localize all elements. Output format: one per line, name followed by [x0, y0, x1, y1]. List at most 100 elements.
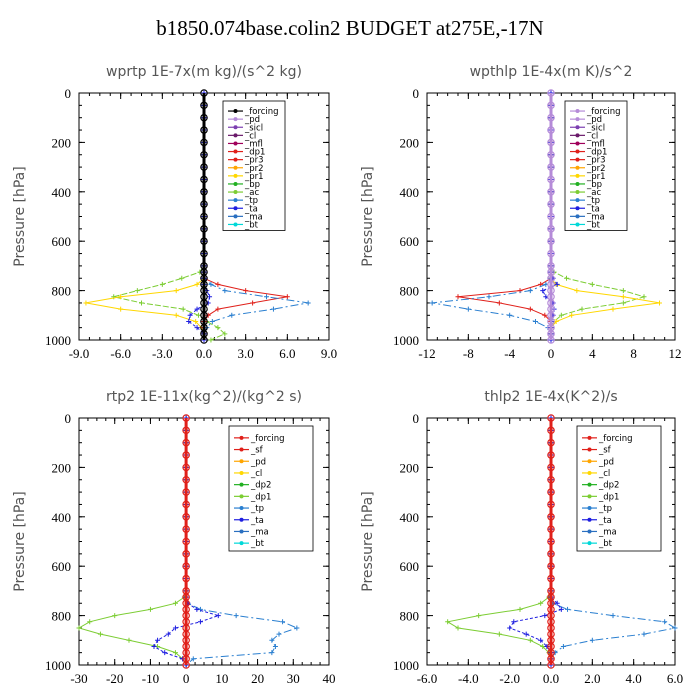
legend-marker — [239, 529, 244, 534]
data-point — [209, 318, 215, 324]
x-tick-label: 0.0 — [543, 671, 559, 686]
legend-label: _dp1 — [598, 492, 619, 502]
x-tick-label: 0.0 — [196, 346, 212, 361]
legend-label: _bp — [586, 180, 602, 190]
data-point — [547, 537, 555, 546]
data-point — [197, 269, 203, 275]
legend-marker — [587, 447, 592, 452]
data-point — [547, 163, 555, 171]
data-point — [182, 562, 190, 571]
legend-marker — [239, 447, 244, 452]
legend-label: _ma — [586, 212, 605, 222]
x-tick-label: -6.0 — [110, 346, 131, 361]
data-point — [547, 126, 555, 134]
data-point — [222, 288, 228, 294]
legend-label: _tp — [586, 196, 600, 206]
legend-marker — [587, 435, 592, 440]
data-point — [182, 414, 190, 422]
data-point — [589, 637, 595, 643]
data-point — [194, 606, 200, 612]
data-point — [194, 306, 200, 312]
y-tick-label: 600 — [400, 234, 420, 249]
legend-label: _ac — [244, 188, 259, 198]
data-point — [233, 613, 239, 619]
legend-marker — [587, 517, 592, 522]
data-point — [554, 600, 560, 606]
data-point — [243, 288, 249, 294]
legend-label: _bt — [244, 220, 259, 230]
legend-marker — [233, 149, 238, 154]
data-point — [547, 475, 555, 484]
legend-marker — [575, 206, 580, 211]
data-point — [197, 619, 203, 625]
data-point — [465, 306, 471, 312]
data-point — [172, 650, 178, 656]
legend-label: _mfl — [586, 139, 605, 149]
data-point — [305, 300, 311, 306]
legend-label: _pr1 — [586, 172, 606, 182]
legend-marker — [239, 470, 244, 475]
legend-label: _pd — [250, 457, 266, 467]
data-point — [162, 650, 168, 656]
y-tick-label: 1000 — [45, 658, 71, 673]
data-point — [276, 631, 282, 637]
y-tick-label: 400 — [52, 185, 72, 200]
data-point — [182, 475, 190, 484]
data-point — [533, 318, 538, 324]
data-point — [540, 288, 546, 294]
data-point — [200, 101, 208, 110]
data-point — [200, 237, 208, 246]
y-tick-label: 200 — [400, 135, 420, 150]
data-point — [610, 306, 616, 312]
legend-label: _forcing — [250, 434, 285, 444]
x-tick-label: 6.0 — [279, 346, 295, 361]
data-point — [180, 306, 186, 312]
x-tick-label: 8 — [630, 346, 637, 361]
y-tick-label: 400 — [400, 185, 420, 200]
x-tick-label: 10 — [215, 671, 228, 686]
legend-marker — [575, 157, 580, 162]
data-point — [250, 300, 256, 306]
legend-marker — [575, 149, 580, 154]
x-tick-label: -20 — [106, 671, 123, 686]
y-axis-label: Pressure [hPa] — [12, 491, 28, 591]
data-point — [200, 126, 208, 134]
y-tick-label: 1000 — [393, 333, 419, 348]
data-point — [610, 613, 616, 619]
legend-marker — [575, 190, 580, 195]
panel-title: rtp2 1E-11x(kg^2)/(kg^2 s) — [106, 389, 302, 405]
legend-marker — [575, 198, 580, 203]
legend-marker — [233, 190, 238, 195]
data-point — [547, 200, 555, 208]
data-point — [565, 606, 571, 612]
data-point — [182, 500, 190, 509]
data-point — [126, 637, 132, 643]
legend-label: _tp — [598, 504, 612, 514]
legend-marker — [233, 181, 238, 186]
legend-label: _ma — [244, 212, 263, 222]
legend-marker — [233, 117, 238, 122]
legend-label: _dp2 — [598, 481, 619, 491]
data-point — [134, 288, 140, 294]
data-point — [112, 613, 118, 619]
legend-label: _forcing — [244, 107, 279, 117]
data-point — [547, 237, 555, 246]
data-point — [445, 619, 451, 625]
data-point — [547, 225, 555, 233]
data-point — [455, 625, 461, 631]
panel-title: thlp2 1E-4x(K^2)/s — [484, 389, 617, 405]
x-tick-label: -12 — [418, 346, 435, 361]
x-tick-label: -4 — [504, 346, 515, 361]
data-point — [222, 331, 228, 337]
legend-label: _pr2 — [586, 164, 606, 174]
data-point — [620, 294, 626, 300]
legend-marker — [575, 214, 580, 219]
y-tick-label: 1000 — [393, 658, 419, 673]
legend-label: _pd — [244, 115, 260, 125]
data-point — [547, 463, 555, 472]
legend-marker — [575, 165, 580, 170]
data-point — [547, 661, 555, 669]
data-point — [538, 637, 544, 643]
legend-label: _cl — [586, 131, 598, 141]
